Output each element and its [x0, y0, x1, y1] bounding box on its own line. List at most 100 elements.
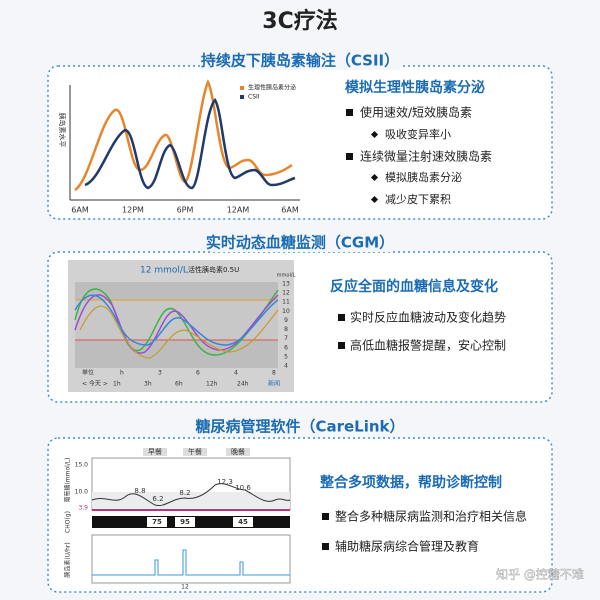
x-label: 12AM: [227, 206, 250, 215]
panel-label: 胰岛素(U/hr): [64, 542, 72, 577]
y-label: 胰岛素水平: [58, 113, 67, 148]
target-band: [92, 492, 290, 508]
value-label: 6.2: [152, 495, 163, 503]
bullet: [322, 513, 329, 520]
bullet: [370, 130, 379, 139]
footer-label: 6h: [175, 381, 183, 388]
bullet: [322, 543, 329, 550]
heading-bg: [200, 52, 400, 70]
cho-box: [233, 517, 253, 527]
y-label: 9: [284, 317, 288, 324]
insulin-line: [92, 549, 290, 576]
value-label: 8.2: [179, 489, 190, 497]
x-label: 12: [181, 584, 189, 591]
y-label: 12: [282, 290, 290, 297]
y-labels: 13 12 11 10 9 8 7 6 5 4: [282, 281, 290, 370]
bullet: [346, 153, 353, 160]
footer-label: 8: [272, 370, 276, 377]
item: 辅助糖尿病综合管理及教育: [335, 539, 479, 554]
footer-label: h: [120, 370, 124, 377]
curve: [74, 288, 279, 356]
cho-value: 95: [180, 518, 190, 526]
meal: 午餐: [188, 447, 202, 456]
x-label: 6AM: [71, 206, 89, 215]
bullet: [338, 314, 345, 321]
footer-label: 4: [234, 370, 238, 377]
cgm-chart: 12 mmol/L 活性胰岛素0.5U mmol/L 13 12 11 10 9 8 7 6 5…: [68, 260, 296, 392]
bullet: [370, 173, 379, 182]
curve: [74, 79, 293, 192]
value-label: 10.6: [235, 484, 251, 492]
legend-label: CSII: [248, 94, 260, 101]
curve: [74, 294, 279, 346]
bullet: [338, 342, 345, 349]
curve: [79, 305, 279, 359]
subtitle: 模拟生理性胰岛素分泌: [345, 79, 485, 96]
section-heading: 持续皮下胰岛素输注（CSII）: [201, 52, 399, 70]
meal-tab: [183, 448, 207, 456]
footer-label: 12h: [206, 381, 218, 388]
item: 高低血糖报警提醒，安心控制: [350, 338, 506, 353]
y-label: 10: [282, 308, 290, 315]
footer-label: 新闻: [268, 380, 280, 388]
chart-note: 活性胰岛素0.5U: [188, 265, 239, 274]
subtitle: 反应全面的血糖信息及变化: [330, 278, 498, 295]
footer-row: < 今天 > 1h 3h 6h 12h 24h 新闻: [82, 380, 280, 388]
heading-bg: [210, 234, 390, 252]
legend-label: 生理性胰岛素分泌: [248, 84, 296, 92]
subitem: 模拟胰岛素分泌: [385, 170, 462, 184]
footer-label: 3: [158, 370, 162, 377]
meal-tab: [226, 448, 250, 456]
y-label: 8: [284, 326, 288, 333]
title: 3C疗法: [262, 8, 337, 34]
y-label: 5: [284, 353, 288, 360]
subtitle: 整合多项数据，帮助诊断控制: [319, 474, 502, 491]
tick: 15.0: [75, 462, 89, 469]
y-label: 6: [284, 344, 288, 351]
subitem: 减少皮下累积: [385, 193, 451, 206]
item: 实时反应血糖波动及变化趋势: [350, 310, 506, 325]
legend-swatch: [240, 95, 244, 99]
section-heading: 实时动态血糖监测（CGM）: [206, 234, 394, 252]
item: 整合多种糖尿病监测和治疗相关信息: [335, 509, 527, 524]
footer-label: 1h: [113, 381, 121, 388]
curve: [91, 483, 291, 507]
x-label: 6AM: [281, 206, 299, 215]
panel-label: 葡萄糖(mmol/L): [64, 457, 72, 502]
subitem: 吸收变异率小: [385, 127, 451, 141]
meal-tab: [143, 448, 167, 456]
y-label: 13: [282, 281, 290, 288]
item: 使用速效/短效胰岛素: [360, 105, 472, 120]
cho-box: [147, 517, 167, 527]
section-heading: 糖尿病管理软件（CareLink）: [195, 418, 404, 436]
curve: [84, 98, 296, 190]
target-band: [75, 300, 278, 340]
unit: mmol/L: [277, 273, 296, 279]
heading-bg: [195, 418, 405, 436]
legend-swatch: [240, 86, 244, 90]
x-label: 12PM: [122, 206, 144, 215]
panel: [91, 534, 291, 584]
carelink-chart: 早餐 午餐 晚餐 葡萄糖(mmol/L) 15.0 10.0 3.9 8.8 6…: [60, 446, 292, 591]
meal: 晚餐: [231, 447, 245, 456]
footer-label: < 今天 >: [82, 380, 108, 388]
tick: 3.9: [78, 505, 88, 512]
y-label: 7: [284, 335, 288, 342]
y-label: 11: [282, 299, 290, 306]
panel-label: CHO(g): [65, 511, 72, 533]
value-label: 12.3: [217, 478, 233, 486]
y-label: 4: [284, 363, 288, 370]
bullet: [370, 195, 379, 204]
cho-value: 45: [238, 518, 248, 526]
chart-header: 12 mmol/L: [140, 266, 188, 276]
item: 连续微量注射速效胰岛素: [360, 149, 492, 164]
cho-value: 75: [152, 518, 162, 526]
footer-label: 单位: [82, 369, 94, 377]
curve: [74, 294, 279, 354]
footer-label: 3h: [144, 381, 152, 388]
footer-label: 6: [196, 370, 200, 377]
footer-label: 24h: [237, 381, 249, 388]
cho-box: [175, 517, 195, 527]
meal: 早餐: [148, 447, 162, 456]
